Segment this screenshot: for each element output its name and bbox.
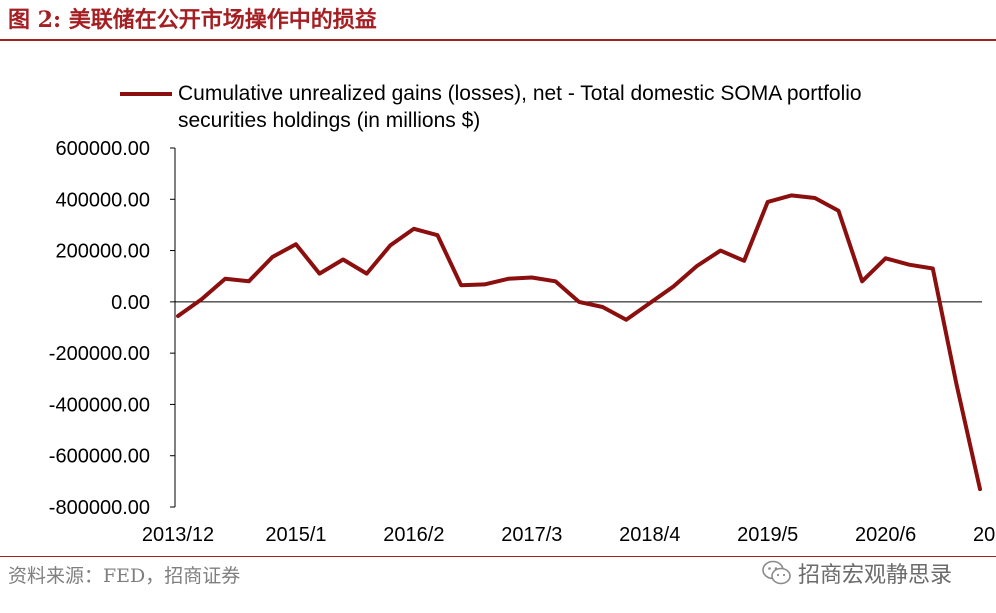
x-tick-label: 2021/7 [973, 524, 996, 546]
x-tick-label: 2016/2 [383, 524, 444, 546]
y-tick-label: -200000.00 [49, 343, 150, 365]
x-tick-label: 2018/4 [619, 524, 680, 546]
legend-label: Cumulative unrealized gains (losses), ne… [178, 82, 862, 132]
x-tick-label: 2020/6 [855, 524, 916, 546]
x-tick-label: 2015/1 [265, 524, 326, 546]
watermark-text: 招商宏观静思录 [798, 563, 953, 588]
y-tick-label: 600000.00 [55, 138, 150, 160]
x-tick-label: 2013/12 [142, 524, 214, 546]
y-tick-label: -400000.00 [49, 394, 150, 416]
title-divider [0, 39, 996, 41]
x-tick-label: 2017/3 [501, 524, 562, 546]
source-divider [0, 556, 996, 557]
y-tick-label: -600000.00 [49, 446, 150, 468]
y-tick-label: 0.00 [111, 292, 150, 314]
chart-legend: Cumulative unrealized gains (losses), ne… [120, 80, 950, 134]
watermark: 招商宏观静思录 [762, 557, 952, 589]
figure-title: 图 2: 美联储在公开市场操作中的损益 [8, 7, 377, 33]
wechat-icon [762, 560, 791, 585]
y-tick-label: -800000.00 [49, 497, 150, 519]
source-note: 资料来源：FED，招商证券 [8, 565, 241, 587]
y-tick-label: 200000.00 [55, 241, 150, 263]
x-tick-label: 2019/5 [737, 524, 798, 546]
series-line [176, 193, 982, 492]
legend-swatch [120, 92, 172, 96]
y-tick-label: 400000.00 [55, 189, 150, 211]
line-chart: 600000.00 400000.00 200000.00 0.00 -200000.0… [49, 138, 996, 546]
